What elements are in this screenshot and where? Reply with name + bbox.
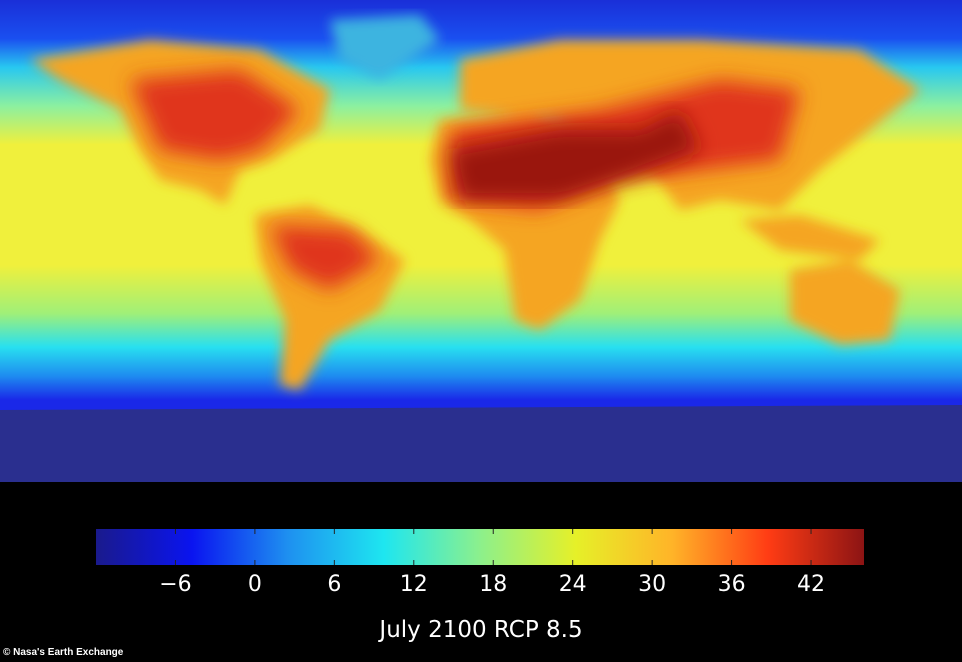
colorbar-tick-label: −6 — [159, 572, 192, 597]
colorbar-gradient — [96, 529, 864, 565]
colorbar-tick-label: 24 — [558, 572, 587, 597]
australia — [790, 260, 900, 345]
colorbar-tick-label: 42 — [797, 572, 826, 597]
southeast-asia-islands — [740, 215, 880, 260]
colorbar-tick-label: 12 — [399, 572, 428, 597]
colorbar-tick-label: 30 — [638, 572, 667, 597]
colorbar-tick-label: 6 — [327, 572, 342, 597]
antarctica — [0, 405, 962, 482]
credit-text: © Nasa's Earth Exchange — [3, 647, 124, 658]
map-bottom-edge — [0, 476, 962, 482]
colorbar-tick-label: 18 — [479, 572, 508, 597]
colorbar-tick-label: 0 — [247, 572, 262, 597]
colorbar-tick-label: 36 — [717, 572, 746, 597]
land-hottest — [450, 110, 700, 200]
temperature-map — [0, 0, 962, 482]
map-caption: July 2100 RCP 8.5 — [379, 617, 583, 643]
colorbar-fill — [96, 529, 864, 565]
greenland — [330, 15, 440, 80]
